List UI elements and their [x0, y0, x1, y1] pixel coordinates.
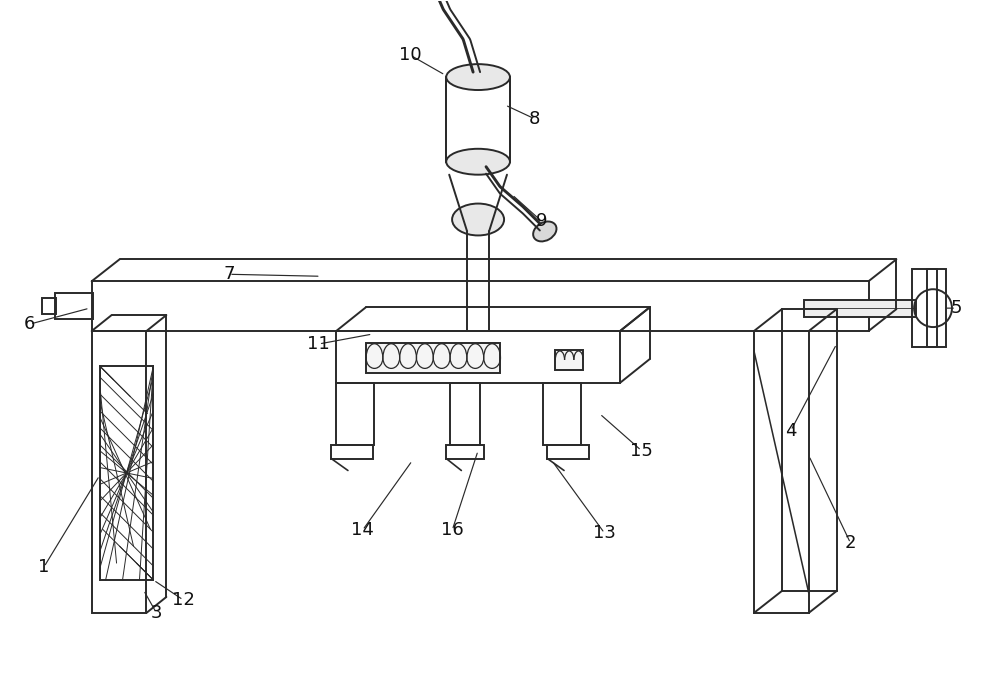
- Text: 8: 8: [529, 110, 541, 128]
- Text: 2: 2: [845, 534, 856, 552]
- Ellipse shape: [533, 222, 556, 241]
- Bar: [450, 383, 480, 445]
- Text: 6: 6: [24, 315, 36, 333]
- Text: 11: 11: [307, 335, 330, 353]
- Text: 10: 10: [399, 46, 422, 64]
- Text: 13: 13: [593, 524, 616, 542]
- Bar: [446, 445, 484, 458]
- Text: 1: 1: [38, 558, 50, 576]
- Text: 16: 16: [441, 521, 464, 539]
- Bar: [92, 331, 146, 613]
- Ellipse shape: [452, 204, 504, 235]
- Text: 4: 4: [785, 422, 797, 440]
- Text: 5: 5: [950, 299, 962, 317]
- Bar: [331, 445, 373, 458]
- Ellipse shape: [446, 64, 510, 90]
- Bar: [547, 445, 589, 458]
- Text: 14: 14: [351, 521, 374, 539]
- Ellipse shape: [446, 149, 510, 175]
- Bar: [336, 383, 374, 445]
- Bar: [100, 366, 153, 580]
- Bar: [55, 293, 93, 319]
- Bar: [336, 331, 620, 383]
- Bar: [366, 343, 500, 373]
- Bar: [912, 270, 937, 347]
- Bar: [92, 281, 869, 331]
- Text: 9: 9: [536, 213, 548, 230]
- Text: 12: 12: [172, 591, 195, 609]
- Text: 3: 3: [151, 604, 162, 622]
- Bar: [42, 298, 56, 314]
- Bar: [754, 331, 809, 613]
- Bar: [543, 383, 581, 445]
- Bar: [927, 270, 946, 347]
- Text: 7: 7: [223, 265, 235, 283]
- Text: 15: 15: [630, 442, 653, 460]
- Bar: [555, 350, 583, 370]
- Bar: [804, 300, 916, 317]
